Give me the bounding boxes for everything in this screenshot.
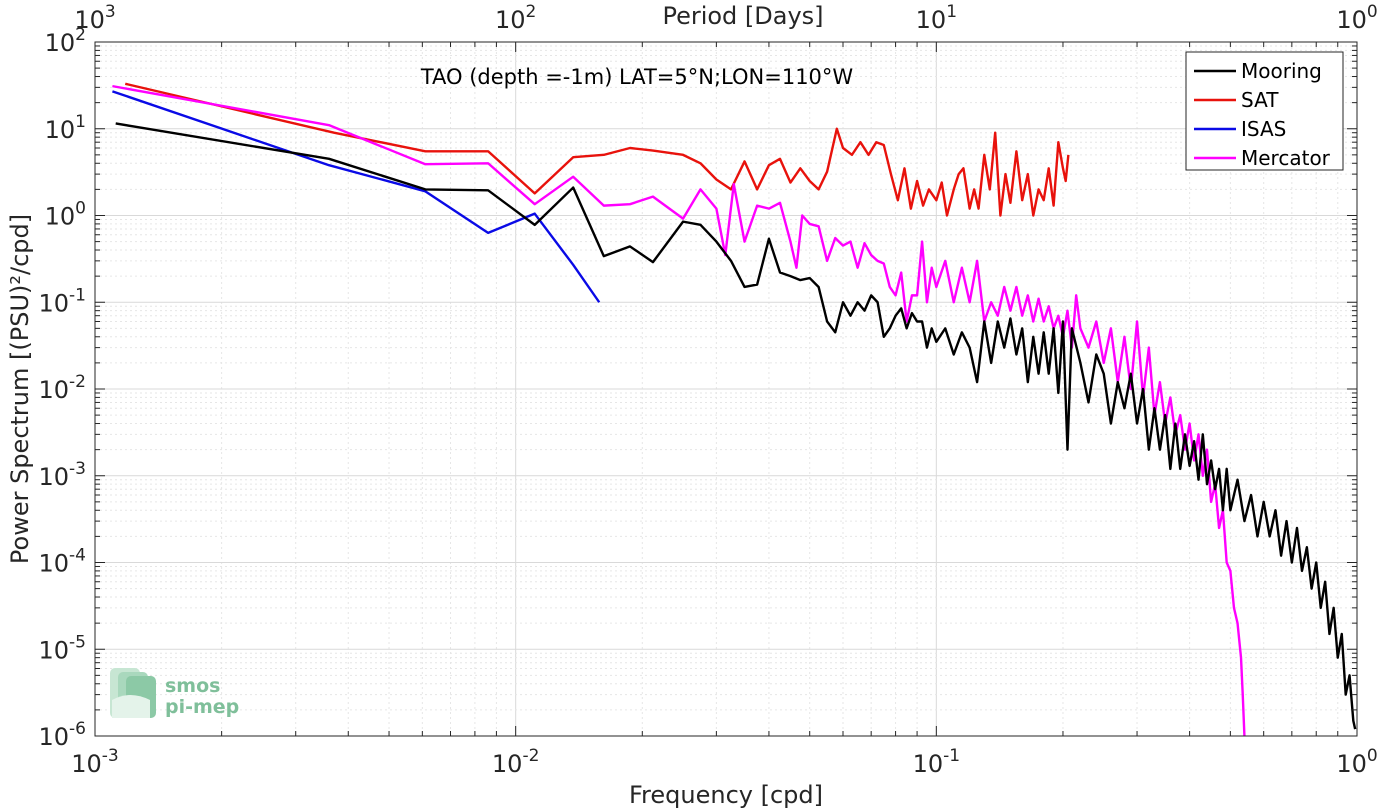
x-tick-label: 10-3 — [71, 746, 119, 778]
x-tick-label: 10-1 — [913, 746, 961, 778]
x-tick-label: 10-2 — [492, 746, 540, 778]
y-tick-label: 10-3 — [39, 459, 87, 491]
top-axis-label: Period [Days] — [662, 2, 823, 30]
logo-icon — [110, 668, 156, 718]
y-tick-label: 10-6 — [39, 719, 87, 751]
x-axis-label: Frequency [cpd] — [629, 781, 823, 809]
top-tick-labels: 103 102 101 100 — [74, 2, 1377, 34]
y-tick-label: 101 — [45, 112, 86, 144]
series-mooring-line — [115, 122, 1357, 730]
minor-ticks — [94, 42, 1357, 737]
y-tick-label: 10-1 — [39, 285, 87, 317]
legend-label-isas: ISAS — [1241, 117, 1286, 141]
y-tick-labels: 102 101 100 10-1 10-2 10-3 10-4 10-5 10-6 — [39, 25, 87, 751]
legend: Mooring SAT ISAS Mercator — [1185, 51, 1344, 171]
x-tick-labels: 10-3 10-2 10-1 100 — [71, 746, 1377, 778]
legend-label-mooring: Mooring — [1241, 59, 1322, 83]
y-tick-label: 102 — [45, 25, 86, 57]
y-tick-label: 10-4 — [39, 546, 87, 578]
logo-text-smos: smos — [165, 675, 220, 697]
legend-label-mercator: Mercator — [1241, 146, 1331, 170]
series-isas-line — [112, 90, 601, 303]
y-tick-label: 10-5 — [39, 632, 87, 664]
smos-pi-mep-logo: smos pi-mep — [110, 668, 239, 718]
top-tick-label: 100 — [1336, 2, 1377, 34]
top-tick-label: 102 — [495, 2, 536, 34]
y-tick-label: 10-2 — [39, 372, 87, 404]
x-tick-label: 100 — [1336, 746, 1377, 778]
y-axis-label: Power Spectrum [(PSU)²/cpd] — [6, 214, 34, 564]
series-layer — [112, 82, 1357, 737]
logo-text-pi-mep: pi-mep — [165, 696, 239, 718]
y-tick-label: 100 — [45, 199, 86, 231]
series-sat-line — [124, 82, 1070, 217]
chart-title: TAO (depth =-1m) LAT=5°N;LON=110°W — [420, 65, 854, 89]
top-tick-label: 101 — [916, 2, 957, 34]
top-tick-label: 103 — [74, 2, 115, 34]
legend-label-sat: SAT — [1241, 88, 1279, 112]
